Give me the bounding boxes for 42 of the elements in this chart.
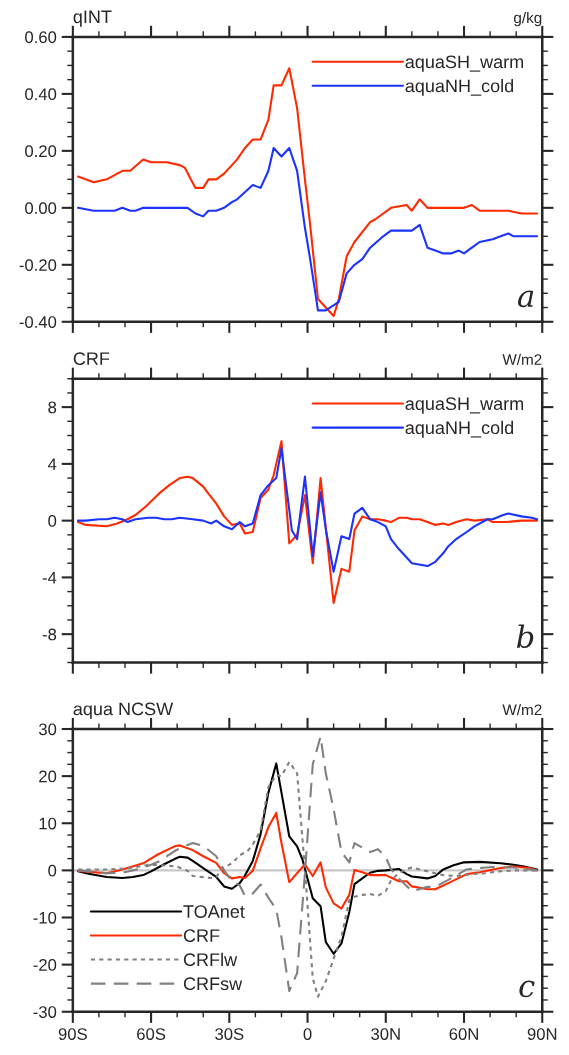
y-axis-title: g/kg [514, 11, 542, 27]
y-tick-label: 0.40 [25, 88, 57, 101]
y-tick-label: -8 [42, 628, 57, 641]
chart-title: qINT [73, 10, 112, 27]
y-tick-label: 8 [48, 401, 57, 414]
annotation: b [516, 624, 534, 649]
x-tick-label: 0 [303, 1028, 312, 1040]
y-tick-label: 0.00 [25, 202, 57, 215]
y-axis-title: W/m2 [502, 704, 542, 716]
y-tick-label: 0.60 [25, 31, 57, 44]
legend-label: TOAnet [183, 905, 245, 918]
x-tick-label: 90S [58, 1028, 87, 1040]
y-tick-label: -10 [33, 911, 57, 924]
y-tick-label: -0.40 [19, 316, 57, 328]
x-tick-label: 60S [137, 1028, 166, 1040]
y-tick-label: 0 [48, 864, 57, 877]
legend-label: CRFsw [183, 977, 243, 991]
annotation: a [518, 290, 534, 308]
x-tick-label: 60N [449, 1028, 478, 1040]
y-tick-label: 30 [38, 723, 57, 736]
y-tick-label: 0.20 [25, 145, 57, 158]
y-tick-label: -0.20 [19, 259, 57, 272]
y-tick-label: -20 [33, 959, 57, 971]
x-tick-label: 30N [371, 1028, 400, 1040]
annotation: c [519, 980, 535, 998]
y-tick-label: 0 [48, 515, 57, 527]
chart-title: CRF [73, 352, 110, 366]
legend-label: CRFlw [183, 952, 238, 967]
y-tick-label: -30 [33, 1006, 57, 1018]
legend-label: aquaSH_warm [405, 397, 524, 414]
legend-label: aquaSH_warm [405, 55, 524, 72]
legend-label: CRF [183, 929, 220, 943]
y-tick-label: 4 [47, 458, 57, 470]
y-tick-label: -4 [42, 571, 57, 584]
chart-title: aqua NCSW [73, 702, 174, 719]
x-tick-label: 30S [215, 1028, 244, 1040]
y-axis-title: W/m2 [502, 353, 542, 366]
y-tick-label: 10 [39, 817, 57, 830]
legend-label: aquaNH_cold [405, 79, 514, 96]
legend-label: aquaNH_cold [405, 420, 514, 438]
x-tick-label: 90N [527, 1028, 557, 1040]
y-tick-label: 20 [39, 770, 57, 783]
